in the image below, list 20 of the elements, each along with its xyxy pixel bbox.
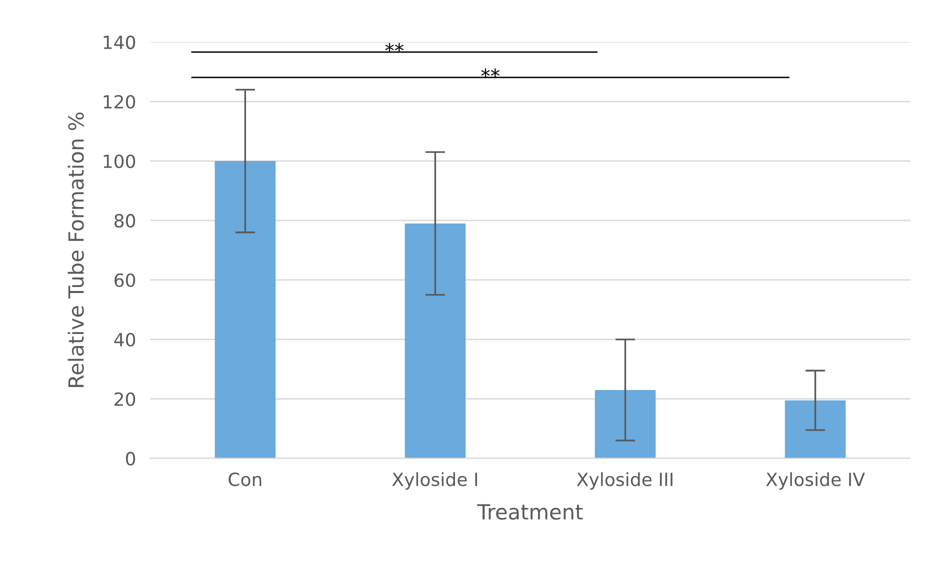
bar <box>594 390 656 458</box>
x-axis-title: Treatment <box>477 504 583 520</box>
y-tick-label: 80 <box>114 214 136 228</box>
x-tick-label: Xyloside IV <box>766 472 865 490</box>
y-tick-label: 100 <box>104 154 136 168</box>
y-tick-label: 40 <box>114 332 136 347</box>
y-tick-label: 20 <box>114 392 136 406</box>
bar <box>214 161 276 458</box>
y-tick-label: 120 <box>104 95 136 109</box>
bar <box>784 400 846 458</box>
x-tick-label: Con <box>228 472 262 486</box>
bar <box>404 223 466 458</box>
x-tick-label: Xyloside III <box>576 472 672 490</box>
x-tick-label: Xyloside I <box>392 472 478 490</box>
y-tick-label: 60 <box>114 273 136 288</box>
y-axis-title: Relative Tube Formation % <box>68 112 84 387</box>
y-tick-label: 140 <box>104 36 136 50</box>
annotation: ** <box>481 68 500 78</box>
y-tick-label: 0 <box>126 452 136 466</box>
annotation: ** <box>385 43 404 52</box>
